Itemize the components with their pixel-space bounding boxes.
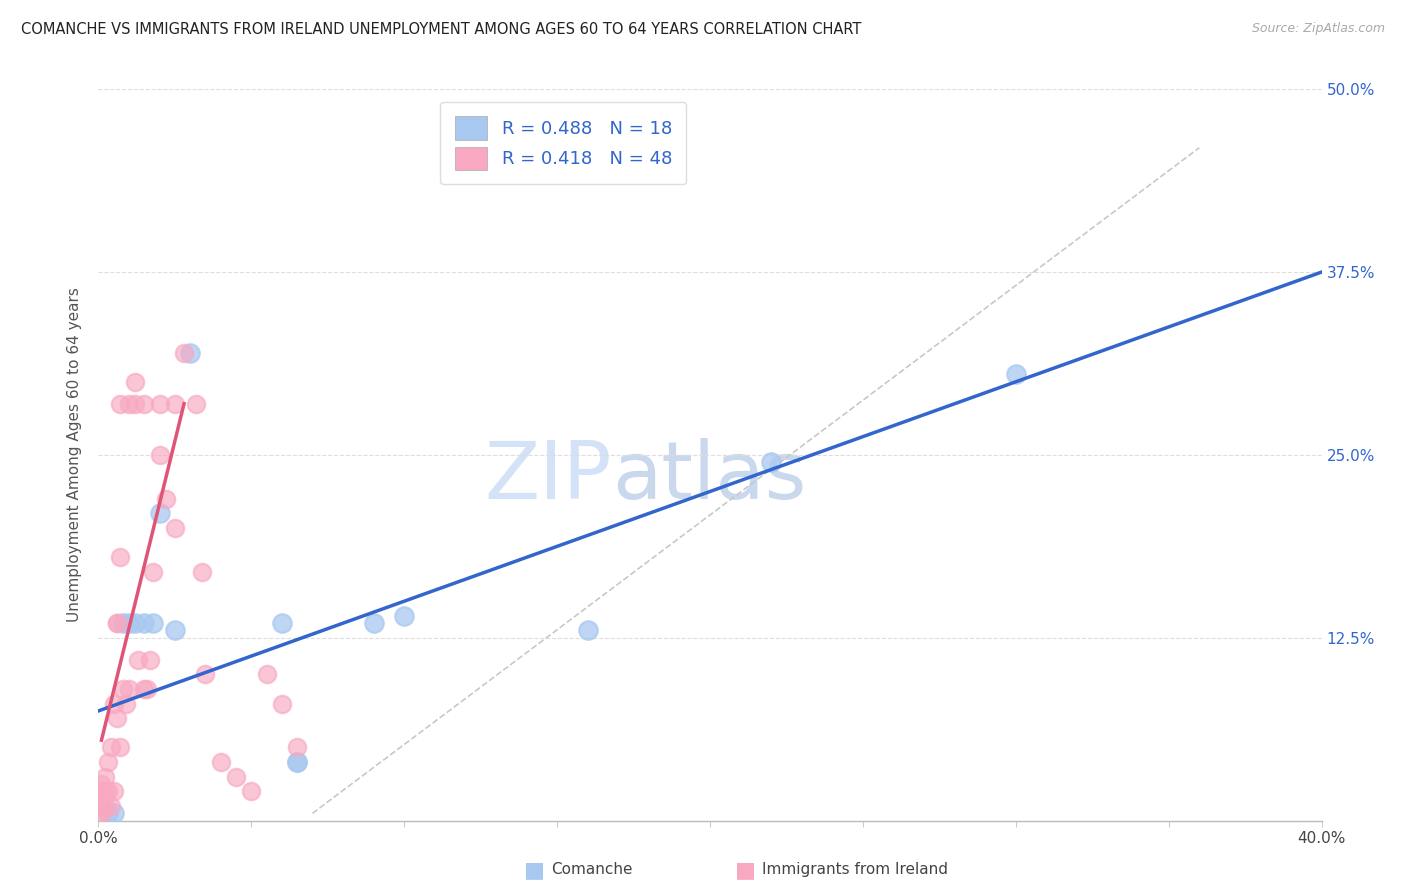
Point	[90, 806, 112, 821]
Point	[127, 653, 149, 667]
Point	[576, 624, 599, 638]
Point	[100, 740, 122, 755]
Point	[103, 806, 125, 821]
Text: Immigrants from Ireland: Immigrants from Ireland	[762, 863, 948, 877]
Point	[134, 681, 156, 696]
Point	[103, 784, 125, 798]
Text: Source: ZipAtlas.com: Source: ZipAtlas.com	[1251, 22, 1385, 36]
Point	[93, 770, 115, 784]
Point	[93, 784, 115, 798]
Point	[142, 616, 165, 631]
Point	[118, 397, 141, 411]
Point	[90, 791, 112, 805]
Point	[124, 616, 146, 631]
Point	[163, 624, 186, 638]
Point	[90, 777, 112, 791]
Point	[108, 397, 131, 411]
Point	[155, 491, 177, 506]
Point	[759, 455, 782, 469]
Point	[194, 667, 217, 681]
Point	[118, 616, 141, 631]
Point	[124, 397, 146, 411]
Point	[142, 565, 165, 579]
Point	[105, 616, 128, 631]
Point	[118, 681, 141, 696]
Point	[134, 616, 156, 631]
Point	[105, 616, 128, 631]
Point	[285, 755, 308, 769]
Point	[173, 345, 195, 359]
Point	[179, 345, 201, 359]
Point	[186, 397, 208, 411]
Point	[149, 507, 172, 521]
Point	[90, 799, 112, 814]
Text: ZIP: ZIP	[485, 438, 612, 516]
Point	[270, 616, 292, 631]
Point	[270, 697, 292, 711]
Point	[90, 784, 112, 798]
Point	[256, 667, 278, 681]
Point	[392, 608, 416, 623]
Point	[285, 755, 308, 769]
Point	[105, 711, 128, 725]
Point	[134, 397, 156, 411]
Point	[103, 697, 125, 711]
Point	[1004, 368, 1026, 382]
Point	[108, 740, 131, 755]
Text: COMANCHE VS IMMIGRANTS FROM IRELAND UNEMPLOYMENT AMONG AGES 60 TO 64 YEARS CORRE: COMANCHE VS IMMIGRANTS FROM IRELAND UNEM…	[21, 22, 862, 37]
Point	[97, 755, 120, 769]
Point	[225, 770, 247, 784]
Point	[163, 521, 186, 535]
Text: ■: ■	[735, 860, 755, 880]
Point	[139, 653, 162, 667]
Point	[136, 681, 159, 696]
Point	[124, 375, 146, 389]
Point	[209, 755, 232, 769]
Y-axis label: Unemployment Among Ages 60 to 64 years: Unemployment Among Ages 60 to 64 years	[67, 287, 83, 623]
Point	[240, 784, 263, 798]
Point	[108, 550, 131, 565]
Text: Comanche: Comanche	[551, 863, 633, 877]
Point	[363, 616, 385, 631]
Point	[285, 740, 308, 755]
Point	[149, 397, 172, 411]
Point	[93, 799, 115, 814]
Point	[149, 448, 172, 462]
Legend: R = 0.488   N = 18, R = 0.418   N = 48: R = 0.488 N = 18, R = 0.418 N = 48	[440, 102, 686, 185]
Point	[115, 697, 138, 711]
Text: atlas: atlas	[612, 438, 807, 516]
Point	[111, 681, 134, 696]
Point	[97, 784, 120, 798]
Point	[163, 397, 186, 411]
Point	[100, 799, 122, 814]
Text: ■: ■	[524, 860, 544, 880]
Point	[191, 565, 214, 579]
Point	[111, 616, 134, 631]
Point	[97, 806, 120, 821]
Point	[90, 806, 112, 821]
